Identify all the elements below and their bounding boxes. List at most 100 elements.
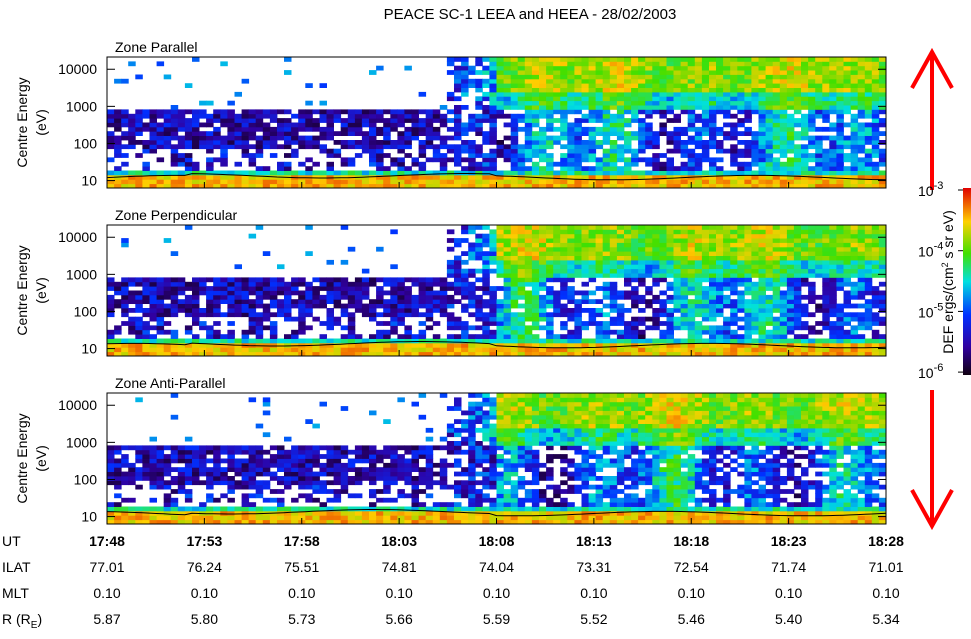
spectrogram-cell [652, 238, 660, 243]
spectrogram-cell [589, 101, 597, 106]
spectrogram-cell [256, 171, 264, 176]
spectrogram-cell [624, 238, 632, 243]
spectrogram-cell [305, 304, 313, 309]
spectrogram-cell [695, 61, 703, 66]
spectrogram-cell [121, 131, 129, 136]
spectrogram-cell [624, 234, 632, 239]
spectrogram-cell [603, 251, 611, 256]
spectrogram-cell [780, 166, 788, 171]
spectrogram-cell [844, 153, 852, 158]
spectrogram-cell [829, 321, 837, 326]
spectrogram-cell [277, 277, 285, 282]
spectrogram-cell [539, 179, 547, 184]
spectrogram-cell [723, 273, 731, 278]
spectrogram-cell [284, 144, 292, 149]
spectrogram-cell [674, 171, 682, 176]
spectrogram-cell [199, 515, 207, 520]
spectrogram-cell [220, 467, 228, 472]
spectrogram-cell [412, 118, 420, 123]
spectrogram-cell [419, 282, 427, 287]
spectrogram-cell [440, 312, 448, 317]
spectrogram-cell [419, 299, 427, 304]
spectrogram-cell [751, 234, 759, 239]
spectrogram-cell [362, 312, 370, 317]
spectrogram-cell [702, 144, 710, 149]
spectrogram-cell [539, 157, 547, 162]
spectrogram-cell [702, 131, 710, 136]
spectrogram-cell [454, 321, 462, 326]
spectrogram-cell [341, 334, 349, 339]
spectrogram-cell [638, 96, 646, 101]
spectrogram-cell [610, 123, 618, 128]
spectrogram-cell [270, 295, 278, 300]
spectrogram-cell [610, 295, 618, 300]
spectrogram-cell [751, 325, 759, 330]
spectrogram-cell [730, 291, 738, 296]
spectrogram-cell [426, 304, 434, 309]
spectrogram-cell [688, 247, 696, 252]
spectrogram-cell [574, 79, 582, 84]
spectrogram-cell [482, 273, 490, 278]
spectrogram-cell [589, 238, 597, 243]
spectrogram-cell [263, 286, 271, 291]
spectrogram-cell [730, 321, 738, 326]
spectrogram-cell [532, 282, 540, 287]
spectrogram-cell [525, 312, 533, 317]
spectrogram-cell [475, 88, 483, 93]
spectrogram-cell [397, 299, 405, 304]
spectrogram-cell [171, 304, 179, 309]
spectrogram-cell [610, 229, 618, 234]
spectrogram-cell [213, 136, 221, 141]
spectrogram-cell [426, 308, 434, 313]
spectrogram-cell [348, 144, 356, 149]
spectrogram-cell [844, 66, 852, 71]
spectrogram-cell [787, 83, 795, 88]
spectrogram-cell [135, 339, 143, 344]
spectrogram-cell [454, 57, 462, 62]
spectrogram-cell [737, 179, 745, 184]
spectrogram-cell [794, 308, 802, 313]
spectrogram-cell [412, 136, 420, 141]
spectrogram-cell [681, 79, 689, 84]
spectrogram-cell [305, 123, 313, 128]
spectrogram-cell [681, 321, 689, 326]
spectrogram-cell [737, 131, 745, 136]
spectrogram-cell [659, 229, 667, 234]
spectrogram-cell [730, 347, 738, 352]
spectrogram-cell [780, 277, 788, 282]
spectrogram-cell [376, 157, 384, 162]
spectrogram-cell [631, 229, 639, 234]
spectrogram-cell [525, 260, 533, 265]
spectrogram-cell [185, 131, 193, 136]
spectrogram-cell [341, 171, 349, 176]
spectrogram-cell [227, 144, 235, 149]
spectrogram-cell [695, 304, 703, 309]
spectrogram-cell [171, 118, 179, 123]
spectrogram-cell [737, 260, 745, 265]
spectrogram-cell [178, 286, 186, 291]
spectrogram-cell [794, 299, 802, 304]
spectrogram-cell [213, 291, 221, 296]
spectrogram-cell [489, 75, 497, 80]
spectrogram-cell [879, 140, 887, 145]
spectrogram-cell [631, 131, 639, 136]
spectrogram-cell [539, 256, 547, 261]
spectrogram-cell [645, 291, 653, 296]
spectrogram-cell [829, 299, 837, 304]
spectrogram-cell [759, 330, 767, 335]
spectrogram-cell [879, 321, 887, 326]
spectrogram-cell [256, 149, 264, 154]
spectrogram-cell [150, 299, 158, 304]
spectrogram-cell [560, 264, 568, 269]
spectrogram-cell [454, 105, 462, 110]
spectrogram-cell [567, 339, 575, 344]
spectrogram-cell [433, 136, 441, 141]
spectrogram-cell [121, 454, 129, 459]
spectrogram-cell [185, 347, 193, 352]
spectrogram-cell [497, 79, 505, 84]
spectrogram-cell [192, 109, 200, 114]
spectrogram-cell [744, 238, 752, 243]
spectrogram-cell [468, 269, 476, 274]
spectrogram-cell [631, 79, 639, 84]
spectrogram-cell [107, 454, 115, 459]
